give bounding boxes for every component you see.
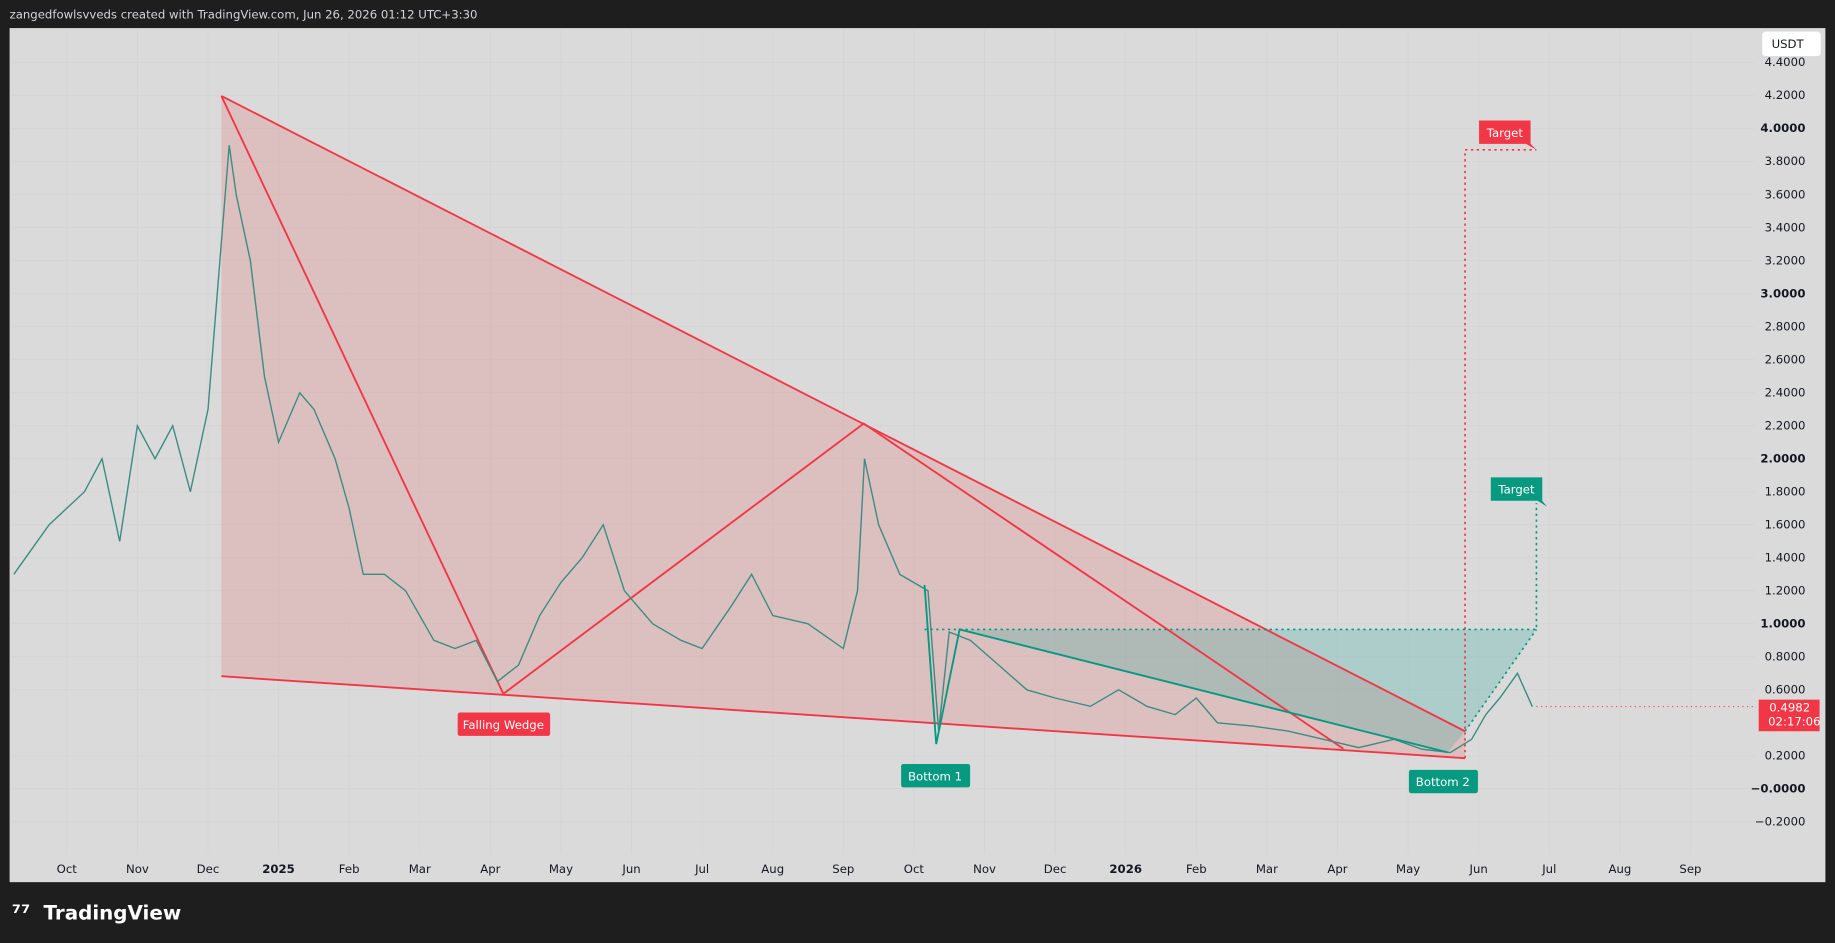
currency-box: [1762, 31, 1821, 57]
header-text: zangedfowlsvveds created with TradingVie…: [10, 8, 478, 22]
bottom-fill: [959, 629, 1537, 753]
x-tick-label: Oct: [57, 862, 78, 876]
x-tick-label: Apr: [480, 862, 500, 876]
y-tick-label: 4.0000: [1760, 121, 1805, 135]
y-tick-label: 3.0000: [1760, 286, 1805, 300]
red-target-path: [1464, 148, 1537, 759]
y-tick-label: 2.8000: [1765, 319, 1806, 333]
x-tick-label: Dec: [1044, 862, 1067, 876]
x-tick-label: Jun: [1469, 862, 1488, 876]
x-tick-label: Mar: [1256, 862, 1278, 876]
countdown: 02:17:06: [1768, 714, 1821, 728]
last-price-box: [1758, 699, 1820, 732]
x-tick-label: 2025: [262, 862, 295, 876]
y-tick-label: 0.6000: [1765, 682, 1806, 696]
x-tick-label: May: [1396, 862, 1420, 876]
y-tick-label: 0.8000: [1765, 649, 1806, 663]
y-tick-label: 3.2000: [1765, 253, 1806, 267]
wedge-lines: [220, 95, 1466, 760]
x-tick-label: Sep: [1679, 862, 1701, 876]
x-tick-label: Oct: [904, 862, 925, 876]
x-tick-label: Dec: [197, 862, 220, 876]
bottom-lines: [923, 584, 1448, 754]
y-tick-label: −0.0000: [1751, 781, 1806, 795]
currency: USDT: [1772, 37, 1805, 51]
annotation: Target: [1486, 126, 1524, 140]
y-tick-label: 2.6000: [1765, 352, 1806, 366]
y-tick-label: 1.8000: [1765, 484, 1806, 498]
logo-text: TradingView: [44, 901, 182, 924]
label-box: [901, 763, 971, 788]
green-target-path: [924, 503, 1538, 631]
axes: 4.4000 4.2000 4.0000 3.8000 3.6000 3.4000 3.20…: [57, 55, 1806, 876]
y-tick-label: 1.2000: [1765, 583, 1806, 597]
x-tick-label: Feb: [339, 862, 360, 876]
label-box: [1479, 120, 1537, 150]
y-tick-label: 3.8000: [1765, 154, 1806, 168]
y-tick-label: 1.4000: [1765, 550, 1806, 564]
x-tick-label: Sep: [832, 862, 854, 876]
x-tick-label: May: [549, 862, 573, 876]
last-price: 0.4982: [1769, 700, 1810, 714]
y-tick-label: −0.2000: [1755, 814, 1806, 828]
y-tick-label: 0.2000: [1765, 748, 1806, 762]
annotation: Falling Wedge: [463, 718, 544, 732]
annotation: Target: [1497, 483, 1535, 497]
y-tick-label: 2.2000: [1765, 418, 1806, 432]
y-tick-label: 3.6000: [1765, 187, 1806, 201]
x-tick-label: Nov: [973, 862, 996, 876]
label-box: [1490, 477, 1547, 507]
x-tick-label: Nov: [126, 862, 149, 876]
x-tick-label: Jun: [621, 862, 640, 876]
x-tick-label: Aug: [761, 862, 784, 876]
label-box: [457, 712, 551, 736]
chart-area: [9, 28, 1826, 883]
logo-mark: ⁷⁷: [12, 900, 30, 925]
x-tick-label: Jul: [1541, 862, 1556, 876]
y-tick-label: 4.2000: [1765, 88, 1806, 102]
x-tick-label: Mar: [409, 862, 431, 876]
x-tick-label: 2026: [1109, 862, 1142, 876]
wedge-fill: [221, 95, 1466, 759]
price-series: [13, 145, 1533, 754]
x-tick-label: Jul: [694, 862, 709, 876]
x-tick-label: Aug: [1608, 862, 1631, 876]
y-tick-label: 1.0000: [1760, 616, 1805, 630]
y-tick-label: 4.4000: [1765, 55, 1806, 69]
y-tick-label: 1.6000: [1765, 517, 1806, 531]
y-tick-label: 2.0000: [1760, 451, 1805, 465]
x-tick-label: Apr: [1327, 862, 1347, 876]
annotation: Bottom 2: [1416, 775, 1470, 789]
label-box: [1408, 769, 1478, 794]
y-tick-label: 2.4000: [1765, 385, 1806, 399]
y-tick-label: 3.4000: [1765, 220, 1806, 234]
price-line: [13, 145, 1533, 754]
x-tick-label: Feb: [1186, 862, 1207, 876]
annotation: Bottom 1: [908, 769, 962, 783]
